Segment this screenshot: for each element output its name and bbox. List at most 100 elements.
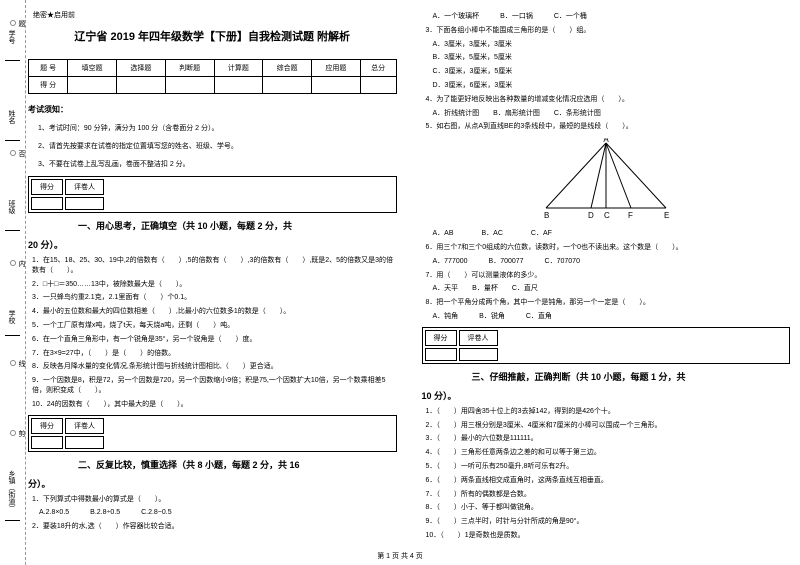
marker-blank[interactable] <box>65 436 104 449</box>
page-body: 绝密★启用前 辽宁省 2019 年四年级数学【下册】自我检测试题 附解析 题 号… <box>28 10 790 545</box>
question: 2．□十□＝350……13中，被除数最大是（ ）。 <box>32 280 397 290</box>
question: 3．下面各组小棒中不能围成三角形的是（ ）组。 <box>426 26 791 36</box>
td: 得 分 <box>29 77 68 94</box>
question: 1．（ ）用四舍35十位上的3去掉142，得到的是426个十。 <box>426 407 791 417</box>
td[interactable] <box>214 77 263 94</box>
svg-text:B: B <box>544 211 549 220</box>
svg-text:D: D <box>588 211 594 220</box>
secret-label: 绝密★启用前 <box>33 10 397 20</box>
marker-blank[interactable] <box>65 197 104 210</box>
th: 应用题 <box>312 60 361 77</box>
td[interactable] <box>360 77 396 94</box>
marker-table: 得分 评卷人 <box>422 327 791 364</box>
binding-margin: 学号 姓名 班级 学校 乡镇（街道） 题 否 内 线 剪 <box>0 0 26 565</box>
options: A.2.8×0.5 B.2.8÷0.5 C.2.8−0.5 <box>32 508 397 518</box>
question: 10．24的因数有（ ），其中最大的是（ ）。 <box>32 400 397 410</box>
question: 2．（ ）用三根分别是3厘米、4厘米和7厘米的小棒可以围成一个三角形。 <box>426 421 791 431</box>
question: 8．（ ）小于、等于都叫做锐角。 <box>426 503 791 513</box>
question: 3．一只蜂鸟约重2.1克，2.1里面有（ ）个0.1。 <box>32 293 397 303</box>
question: 5．（ ）一听可乐有250毫升,8听可乐有2升。 <box>426 462 791 472</box>
td[interactable] <box>165 77 214 94</box>
th: 总分 <box>360 60 396 77</box>
question: 1．在15、18、25、30、19中,2的倍数有（ ）,5的倍数有（ ）,3的倍… <box>32 256 397 276</box>
question: 7．用（ ）可以测量液体的多少。 <box>426 271 791 281</box>
question: 4．为了能更好地反映出各种数量的增减变化情况应选用（ ）。 <box>426 95 791 105</box>
section-3-sub: 10 分）。 <box>422 389 791 402</box>
question: 6．（ ）两条直线相交成直角时，这两条直线互相垂直。 <box>426 476 791 486</box>
table-row: 题 号 填空题 选择题 判断题 计算题 综合题 应用题 总分 <box>29 60 397 77</box>
margin-label: 姓名 <box>6 110 16 124</box>
marker-c2: 评卷人 <box>459 330 498 346</box>
page-footer: 第 1 页 共 4 页 <box>0 551 800 561</box>
svg-text:E: E <box>664 211 669 220</box>
options: A．钝角 B．锐角 C．直角 <box>426 312 791 322</box>
notice: 2、请首先按要求在试卷的指定位置填写您的姓名、班级、学号。 <box>38 141 397 151</box>
marker-blank[interactable] <box>31 436 63 449</box>
score-table: 题 号 填空题 选择题 判断题 计算题 综合题 应用题 总分 得 分 <box>28 59 397 94</box>
options: B．3厘米，5厘米，5厘米 <box>426 53 791 63</box>
marker-blank[interactable] <box>459 348 498 361</box>
th: 综合题 <box>263 60 312 77</box>
marker-c1: 得分 <box>31 418 63 434</box>
options: A．折线统计图 B．扇形统计图 C．条形统计图 <box>426 109 791 119</box>
cut-label: 剪 <box>16 430 26 437</box>
question: 4．（ ）三角形任意两条边之差的和可以等于第三边。 <box>426 448 791 458</box>
section-3-heading: 三、仔细推敲，正确判断（共 10 小题，每题 1 分，共 <box>422 370 791 383</box>
margin-label: 学号 <box>6 30 16 44</box>
svg-text:C: C <box>604 211 610 220</box>
marker-table: 得分 评卷人 <box>28 415 397 452</box>
section-1-heading: 一、用心思考，正确填空（共 10 小题，每题 2 分，共 <box>28 219 397 232</box>
options: A．天平 B．量杯 C．直尺 <box>426 284 791 294</box>
question: 9．一个因数是8，积是72，另一个因数是720，另一个因数缩小9倍；积是75,一… <box>32 376 397 396</box>
options: A．一个玻璃杯 B．一口锅 C．一个桶 <box>426 12 791 22</box>
marker-c2: 评卷人 <box>65 179 104 195</box>
svg-text:F: F <box>628 211 633 220</box>
td[interactable] <box>263 77 312 94</box>
section-2-sub: 分）。 <box>28 477 397 490</box>
margin-line <box>5 60 20 61</box>
margin-label: 学校 <box>6 310 16 324</box>
td[interactable] <box>117 77 166 94</box>
th: 填空题 <box>68 60 117 77</box>
question: 8．反映各月降水量的变化情况,条形统计图与折线统计图相比,（ ）更合适。 <box>32 362 397 372</box>
question: 5．如右图，从点A到直线BE的3条线段中，最短的是线段（ ）。 <box>426 122 791 132</box>
th: 题 号 <box>29 60 68 77</box>
cut-label: 内 <box>16 260 26 267</box>
question: 9．（ ）三点半时，时针与分针所成的角是90°。 <box>426 517 791 527</box>
th: 计算题 <box>214 60 263 77</box>
options: A．3厘米，3厘米，3厘米 <box>426 40 791 50</box>
question: 3．（ ）最小的六位数是111111。 <box>426 434 791 444</box>
marker-c1: 得分 <box>425 330 457 346</box>
margin-label: 班级 <box>6 200 16 214</box>
td[interactable] <box>68 77 117 94</box>
question: 2．要装18升的水,选（ ）作容器比较合适。 <box>32 522 397 532</box>
options: C．3厘米，3厘米，5厘米 <box>426 67 791 77</box>
marker-c2: 评卷人 <box>65 418 104 434</box>
cut-label: 线 <box>16 360 26 367</box>
margin-line <box>5 230 20 231</box>
td[interactable] <box>312 77 361 94</box>
th: 选择题 <box>117 60 166 77</box>
right-column: A．一个玻璃杯 B．一口锅 C．一个桶 3．下面各组小棒中不能围成三角形的是（ … <box>422 10 791 545</box>
left-column: 绝密★启用前 辽宁省 2019 年四年级数学【下册】自我检测试题 附解析 题 号… <box>28 10 397 545</box>
notice: 1、考试时间：90 分钟，满分为 100 分（含卷面分 2 分）。 <box>38 123 397 133</box>
question: 7．在3×9=27中，（ ）是（ ）的倍数。 <box>32 349 397 359</box>
marker-blank[interactable] <box>425 348 457 361</box>
question: 10．（ ）1是奇数也是质数。 <box>426 531 791 541</box>
margin-label: 乡镇（街道） <box>6 470 16 512</box>
marker-table: 得分 评卷人 <box>28 176 397 213</box>
svg-text:A: A <box>603 138 609 144</box>
question: 4．最小的五位数和最大的四位数相差（ ）,比最小的六位数多1的数是（ ）。 <box>32 307 397 317</box>
options: D．3厘米，6厘米，3厘米 <box>426 81 791 91</box>
question: 1．下列算式中得数最小的算式是（ ）。 <box>32 495 397 505</box>
marker-blank[interactable] <box>31 197 63 210</box>
th: 判断题 <box>165 60 214 77</box>
cut-label: 否 <box>16 150 26 157</box>
question: 6．用三个7和三个0组成的六位数，读数时，一个0也不读出来。这个数是（ ）。 <box>426 243 791 253</box>
table-row: 得 分 <box>29 77 397 94</box>
options: A．777000 B．700077 C．707070 <box>426 257 791 267</box>
marker-c1: 得分 <box>31 179 63 195</box>
notice-heading: 考试须知： <box>28 104 397 115</box>
cut-label: 题 <box>16 20 26 27</box>
question: 7．（ ）所有的偶数都是合数。 <box>426 490 791 500</box>
